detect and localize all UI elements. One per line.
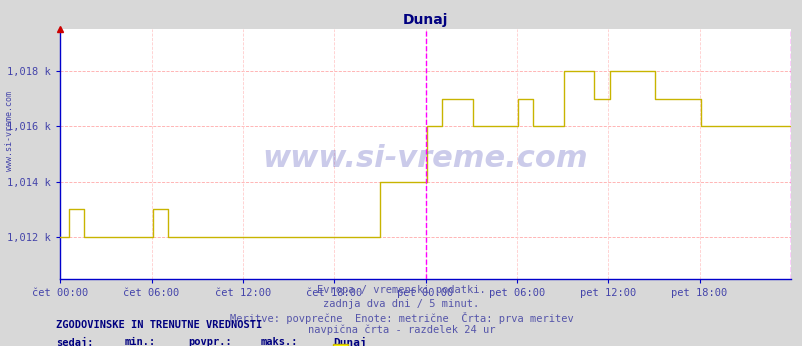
- Text: sedaj:: sedaj:: [56, 337, 94, 346]
- Text: zadnja dva dni / 5 minut.: zadnja dva dni / 5 minut.: [323, 299, 479, 309]
- Text: min.:: min.:: [124, 337, 156, 346]
- Text: Evropa / vremenski podatki.: Evropa / vremenski podatki.: [317, 285, 485, 295]
- Text: tlak[hPa]: tlak[hPa]: [352, 345, 408, 346]
- Text: www.si-vreme.com: www.si-vreme.com: [5, 91, 14, 172]
- Text: Meritve: povprečne  Enote: metrične  Črta: prva meritev: Meritve: povprečne Enote: metrične Črta:…: [229, 312, 573, 324]
- Title: Dunaj: Dunaj: [403, 13, 448, 27]
- Text: navpična črta - razdelek 24 ur: navpična črta - razdelek 24 ur: [307, 325, 495, 335]
- Text: www.si-vreme.com: www.si-vreme.com: [262, 144, 588, 173]
- Text: Dunaj: Dunaj: [333, 337, 367, 346]
- Text: povpr.:: povpr.:: [188, 337, 232, 346]
- Text: maks.:: maks.:: [261, 337, 298, 346]
- Text: ZGODOVINSKE IN TRENUTNE VREDNOSTI: ZGODOVINSKE IN TRENUTNE VREDNOSTI: [56, 320, 262, 330]
